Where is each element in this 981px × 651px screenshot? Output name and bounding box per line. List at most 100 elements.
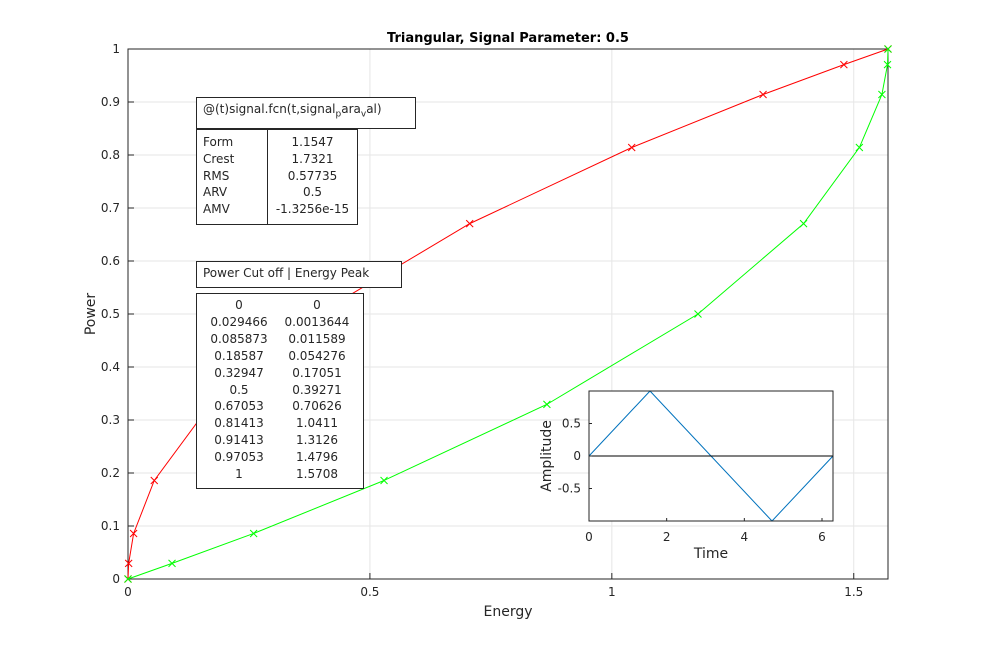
y-tick-label: 0.4	[101, 360, 120, 374]
energy-peak-value: 0.054276	[288, 348, 346, 363]
series-2-marker	[884, 45, 892, 53]
function-box: @(t)signal.fcn(t,signalparaval)	[196, 97, 416, 129]
power-energy-title-box: Power Cut off | Energy Peak	[196, 261, 402, 288]
inset-y-tick-label: -0.5	[558, 482, 581, 496]
y-tick-label: 1	[112, 42, 120, 56]
power-energy-table: 0 0 0.029466 0.0013644 0.085873 0.011589 0.185…	[196, 293, 364, 489]
energy-peak-value: 0.17051	[292, 365, 342, 380]
chart-title: Triangular, Signal Parameter: 0.5	[387, 31, 629, 46]
series-1-marker	[465, 219, 474, 228]
series-2-marker	[883, 60, 892, 69]
function-text: @(t)signal.fcn(t,signalparaval)	[203, 102, 382, 120]
power-cutoff-value: 0	[235, 298, 243, 312]
power-cutoff-value: 0.32947	[214, 365, 264, 380]
inset-y-tick-label: 0	[573, 449, 581, 463]
y-tick-label: 0.2	[101, 466, 120, 480]
series-2-marker	[124, 575, 132, 583]
x-tick-label: 1	[608, 585, 616, 599]
y-tick-label: 0.7	[101, 201, 120, 215]
y-tick-label: 0.1	[101, 519, 120, 533]
x-tick-label: 0	[124, 585, 132, 599]
stats-label: AMV	[203, 202, 230, 217]
x-axis-label: Energy	[483, 604, 532, 620]
power-energy-row: 0.18587 0.054276	[201, 348, 359, 365]
inset-y-axis-label: Amplitude	[539, 420, 555, 492]
x-tick-label: 1.5	[844, 585, 863, 599]
stats-labels: Form Crest RMS ARV AMV	[197, 130, 267, 224]
main-ticks: 0 0.1 0.2 0.3 0.4 0.5 0.6 0.7 0.8 0.9 1 0 0.5 1 1.5	[101, 42, 863, 599]
power-cutoff-value: 0.67053	[214, 399, 264, 414]
power-cutoff-value: 0.029466	[210, 314, 268, 329]
power-cutoff-value: 0.18587	[214, 348, 264, 363]
inset-y-tick-label: 0.5	[562, 417, 581, 431]
inset-x-tick-label: 4	[741, 530, 749, 544]
series-1-marker	[840, 60, 848, 69]
power-cutoff-value: 0.085873	[210, 331, 268, 346]
power-cutoff-value: 0.97053	[214, 450, 264, 465]
y-tick-label: 0.8	[101, 148, 120, 162]
stats-values: 1.1547 1.7321 0.57735 0.5 -1.3256e-15	[267, 130, 357, 224]
power-energy-row: 0.97053 1.4796	[201, 449, 359, 466]
energy-peak-value: 1.0411	[296, 416, 338, 431]
inset-ticks: 0 2 4 6 -0.5 0 0.5	[558, 417, 826, 545]
energy-peak-value: 0.39271	[292, 382, 342, 397]
series-2-marker	[168, 559, 176, 568]
y-tick-label: 0.6	[101, 254, 120, 268]
energy-peak-value: 1.5708	[296, 467, 338, 482]
power-cutoff-value: 0.5	[229, 382, 249, 397]
series-2-marker	[694, 310, 702, 318]
inset-x-tick-label: 2	[663, 530, 671, 544]
energy-peak-value: 1.4796	[296, 450, 338, 465]
series-2-marker	[249, 529, 258, 538]
inset-x-axis-label: Time	[693, 546, 728, 562]
y-tick-label: 0.5	[101, 307, 120, 321]
series-1-marker	[129, 529, 138, 538]
inset-series	[588, 390, 834, 522]
energy-peak-value: 0.011589	[288, 331, 346, 346]
series-1-marker	[627, 143, 636, 152]
inset-x-tick-label: 6	[818, 530, 826, 544]
x-tick-label: 0.5	[360, 585, 379, 599]
y-axis-label: Power	[83, 293, 99, 336]
series-2-marker	[543, 400, 551, 409]
stats-value: 1.1547	[291, 135, 334, 149]
power-energy-row: 1 1.5708	[201, 466, 359, 483]
power-energy-row: 0.32947 0.17051	[201, 365, 359, 382]
stats-value: 0.5	[302, 185, 323, 200]
power-cutoff-value: 1	[235, 467, 243, 482]
power-energy-row: 0.81413 1.0411	[201, 415, 359, 432]
series-2-marker	[855, 143, 864, 152]
stats-label: Form	[203, 135, 234, 149]
series-2-marker	[878, 90, 886, 99]
stats-label: RMS	[203, 168, 230, 183]
series-2-marker	[799, 219, 808, 228]
stats-value: 1.7321	[291, 151, 334, 166]
y-tick-label: 0	[112, 572, 120, 586]
y-tick-label: 0.9	[101, 95, 120, 109]
power-energy-row: 0.085873 0.011589	[201, 331, 359, 348]
energy-peak-value: 1.3126	[296, 433, 338, 448]
power-energy-row: 0.029466 0.0013644	[201, 314, 359, 331]
power-energy-row: 0.5 0.39271	[201, 382, 359, 399]
series-2-marker	[380, 476, 388, 485]
series-1-marker	[759, 90, 767, 99]
inset-x-tick-label: 0	[585, 530, 593, 544]
y-tick-label: 0.3	[101, 413, 120, 427]
energy-peak-value: 0	[313, 298, 321, 312]
power-cutoff-value: 0.91413	[214, 433, 264, 448]
stats-label: ARV	[203, 185, 228, 200]
stats-value: -1.3256e-15	[275, 202, 350, 217]
energy-peak-value: 0.70626	[292, 399, 342, 414]
power-energy-row: 0.67053 0.70626	[201, 398, 359, 415]
power-cutoff-value: 0.81413	[214, 416, 264, 431]
stats-box: Form Crest RMS ARV AMV 1.1547 1.7321 0.5…	[196, 129, 358, 225]
stats-label: Crest	[203, 151, 235, 166]
stats-value: 0.57735	[287, 168, 338, 183]
energy-peak-value: 0.0013644	[284, 314, 350, 329]
inset-chart: 0 2 4 6 -0.5 0 0.5 Time Amplitude	[539, 390, 834, 562]
power-energy-row: 0.91413 1.3126	[201, 432, 359, 449]
power-energy-title: Power Cut off | Energy Peak	[203, 266, 370, 280]
series-1-marker	[124, 559, 133, 568]
